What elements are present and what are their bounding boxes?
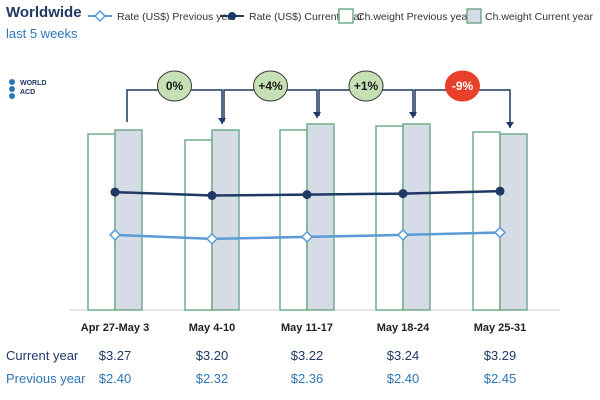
change-badge-1	[157, 70, 192, 102]
bar-weight-current-year-4	[402, 123, 431, 311]
legend-item-1: Rate (US$) Previous year	[88, 9, 237, 23]
svg-text:Rate (US$) Previous year: Rate (US$) Previous year	[117, 11, 237, 23]
current-year-value-1: $3.27	[98, 348, 132, 363]
svg-text:Ch.weight Current year: Ch.weight Current year	[485, 11, 593, 23]
change-badge-2	[253, 70, 288, 102]
change-badge-label-1: 0%	[166, 79, 184, 93]
bar-weight-previous-year-4	[375, 125, 404, 311]
rate-previous-year-point-5	[493, 226, 507, 239]
x-tick-label-2: May 4-10	[189, 322, 235, 334]
rate-current-year-point-5	[495, 186, 505, 196]
current-year-value-5: $3.29	[483, 348, 517, 363]
previous-year-value-3: $2.36	[290, 371, 324, 386]
rate-current-year-point-1	[110, 187, 120, 197]
previous-year-value-4: $2.40	[386, 371, 420, 386]
bar-weight-previous-year-5	[472, 131, 501, 311]
rate-current-year-point-2	[207, 191, 217, 201]
rate-previous-year-point-1	[108, 228, 122, 241]
svg-text:Ch.weight Previous year: Ch.weight Previous year	[357, 11, 471, 23]
bar-weight-current-year-1	[114, 129, 143, 311]
x-tick-label-1: Apr 27-May 3	[81, 322, 149, 334]
rate-previous-year-point-2	[205, 232, 219, 245]
bar-weight-previous-year-3	[279, 129, 308, 311]
current-year-value-4: $3.24	[386, 348, 420, 363]
change-arrowhead-2	[313, 112, 321, 118]
change-arrowhead-4	[506, 122, 514, 128]
previous-year-value-2: $2.32	[195, 371, 229, 386]
rate-current-year-point-4	[398, 189, 408, 199]
legend: Rate (US$) Previous year Rate (US$) Curre…	[88, 8, 593, 24]
rate-previous-year-point-4	[396, 228, 410, 241]
current-year-value-3: $3.22	[290, 348, 324, 363]
legend-item-2: Rate (US$) Current year	[220, 11, 363, 23]
row-label-previous-year: Previous year	[6, 371, 86, 386]
chart-title: Worldwide	[6, 4, 82, 21]
bar-weight-current-year-5	[499, 133, 528, 311]
bar-weight-previous-year-1	[87, 133, 116, 311]
previous-year-value-1: $2.40	[98, 371, 132, 386]
legend-item-4: Ch.weight Current year	[466, 8, 593, 24]
legend-item-3: Ch.weight Previous year	[338, 8, 471, 24]
x-tick-label-5: May 25-31	[474, 322, 527, 334]
bar-weight-current-year-3	[306, 123, 335, 311]
change-arrowhead-1	[218, 118, 226, 124]
bar-weight-previous-year-2	[184, 139, 213, 311]
svg-text:Rate (US$) Current year: Rate (US$) Current year	[249, 11, 363, 23]
change-arrowhead-3	[409, 112, 417, 118]
change-badge-4	[445, 70, 480, 102]
row-label-current-year: Current year	[6, 348, 79, 363]
change-badge-label-3: +1%	[354, 79, 379, 93]
worldacd-logo: WORLD ACD	[9, 79, 46, 99]
change-badge-label-2: +4%	[258, 79, 283, 93]
change-badge-label-4: -9%	[452, 79, 474, 93]
current-year-value-2: $3.20	[195, 348, 229, 363]
x-tick-label-3: May 11-17	[281, 322, 333, 334]
bar-weight-current-year-2	[211, 129, 240, 311]
x-tick-label-4: May 18-24	[377, 322, 430, 334]
previous-year-value-5: $2.45	[483, 371, 517, 386]
change-badge-3	[348, 70, 384, 102]
chart-subtitle: last 5 weeks	[6, 26, 78, 41]
rate-previous-year-point-3	[300, 230, 314, 243]
rate-current-year-point-3	[302, 190, 312, 200]
